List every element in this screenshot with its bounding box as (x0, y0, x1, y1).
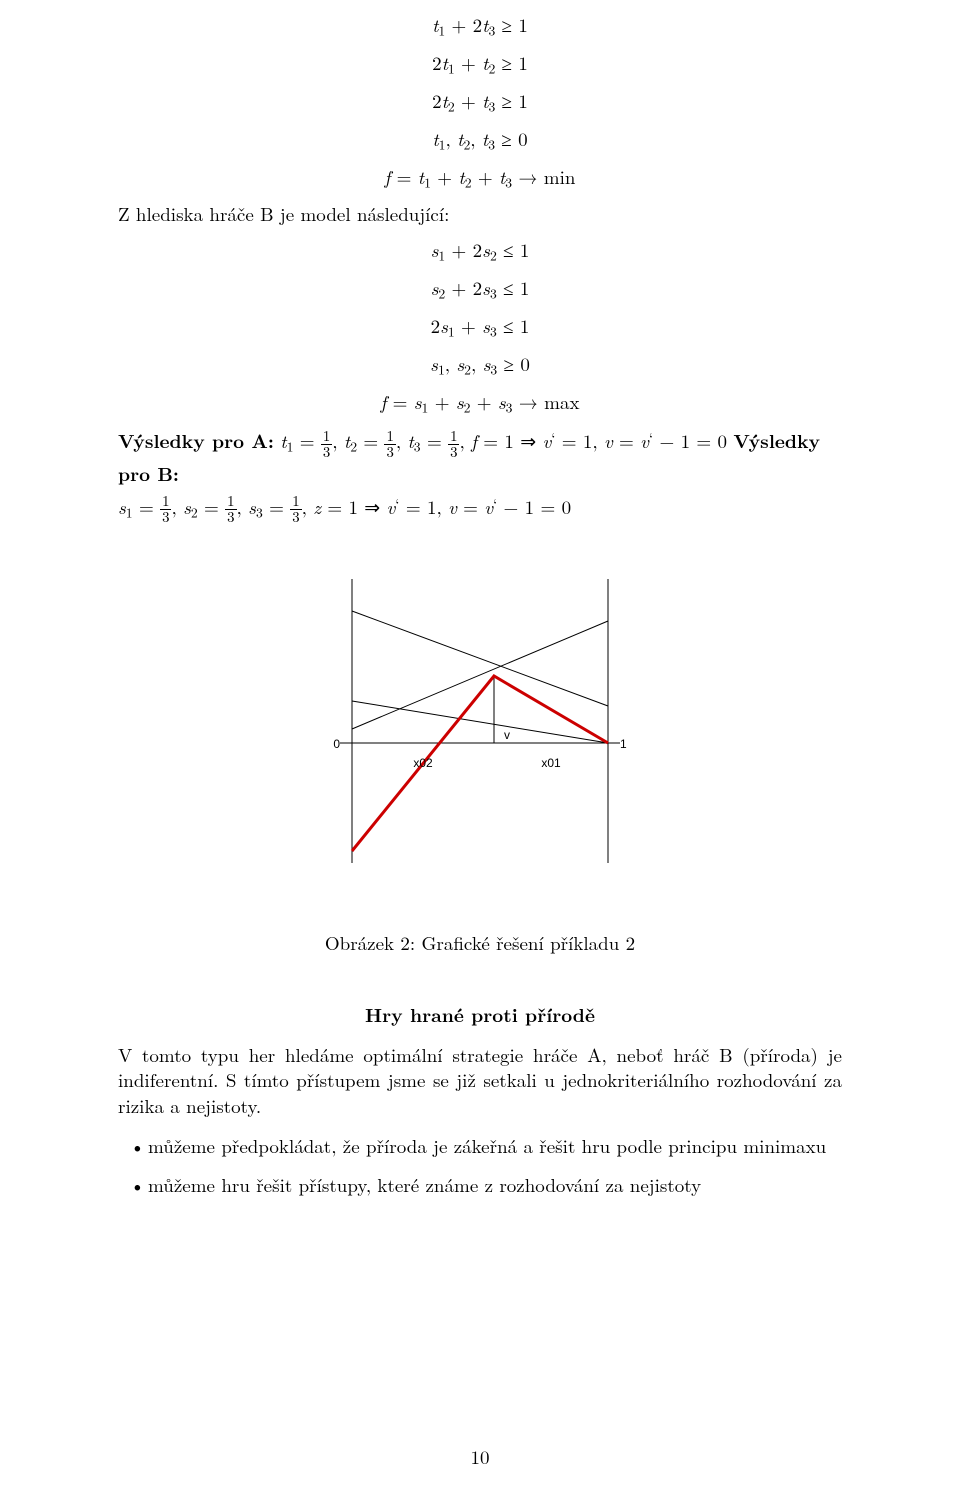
svg-text:0: 0 (333, 737, 340, 751)
section-paragraph: V tomto typu her hledáme optimální strat… (118, 1042, 842, 1119)
eq-b2: s2 + 2s3 ≤ 1 (118, 275, 842, 303)
eq-a5: f = t1 + t2 + t3 → min (118, 164, 842, 192)
svg-text:1: 1 (620, 737, 627, 751)
eq-a3: 2t2 + t3 ≥ 1 (118, 88, 842, 116)
eq-a2: 2t1 + t2 ≥ 1 (118, 50, 842, 78)
results-A-body: t1 = 13, t2 = 13, t3 = 13, f = 1 ⇒ v‘ = … (280, 427, 733, 454)
eq-b4: s1, s2, s3 ≥ 0 (118, 351, 842, 379)
svg-text:x02: x02 (413, 756, 433, 770)
results-B-body: s1 = 13, s2 = 13, s3 = 13, z = 1 ⇒ v‘ = … (118, 493, 571, 520)
section-heading: Hry hrané proti přírodě (118, 1002, 842, 1028)
narrative-model-B: Z hlediska hráče B je model následující: (118, 201, 842, 227)
page-number: 10 (0, 1444, 960, 1470)
equation-block-B: s1 + 2s2 ≤ 1 s2 + 2s3 ≤ 1 2s1 + s3 ≤ 1 s… (118, 237, 842, 416)
svg-text:v: v (504, 728, 510, 742)
eq-b1: s1 + 2s2 ≤ 1 (118, 237, 842, 265)
figure-2: 0 1 v x02 x01 (118, 571, 842, 877)
figure-2-svg: 0 1 v x02 x01 (310, 571, 650, 871)
svg-text:x01: x01 (541, 756, 561, 770)
eq-b5: f = s1 + s2 + s3 → max (118, 389, 842, 417)
eq-a4: t1, t2, t3 ≥ 0 (118, 126, 842, 154)
page: t1 + 2t3 ≥ 1 2t1 + t2 ≥ 1 2t2 + t3 ≥ 1 t… (0, 0, 960, 1508)
list-item: můžeme předpokládat, že příroda je zákeř… (118, 1133, 842, 1159)
list-item: můžeme hru řešit přístupy, které známe z… (118, 1172, 842, 1198)
results-A: Výsledky pro A: t1 = 13, t2 = 13, t3 = 1… (118, 426, 842, 488)
results-A-label: Výsledky pro A: (118, 426, 274, 454)
results-B: s1 = 13, s2 = 13, s3 = 13, z = 1 ⇒ v‘ = … (118, 493, 842, 525)
eq-b3: 2s1 + s3 ≤ 1 (118, 313, 842, 341)
equation-block-A: t1 + 2t3 ≥ 1 2t1 + t2 ≥ 1 2t2 + t3 ≥ 1 t… (118, 0, 842, 191)
figure-2-caption: Obrázek 2: Grafické řešení příkladu 2 (118, 930, 842, 956)
bullet-list: můžeme předpokládat, že příroda je zákeř… (118, 1133, 842, 1198)
eq-a1: t1 + 2t3 ≥ 1 (118, 12, 842, 40)
